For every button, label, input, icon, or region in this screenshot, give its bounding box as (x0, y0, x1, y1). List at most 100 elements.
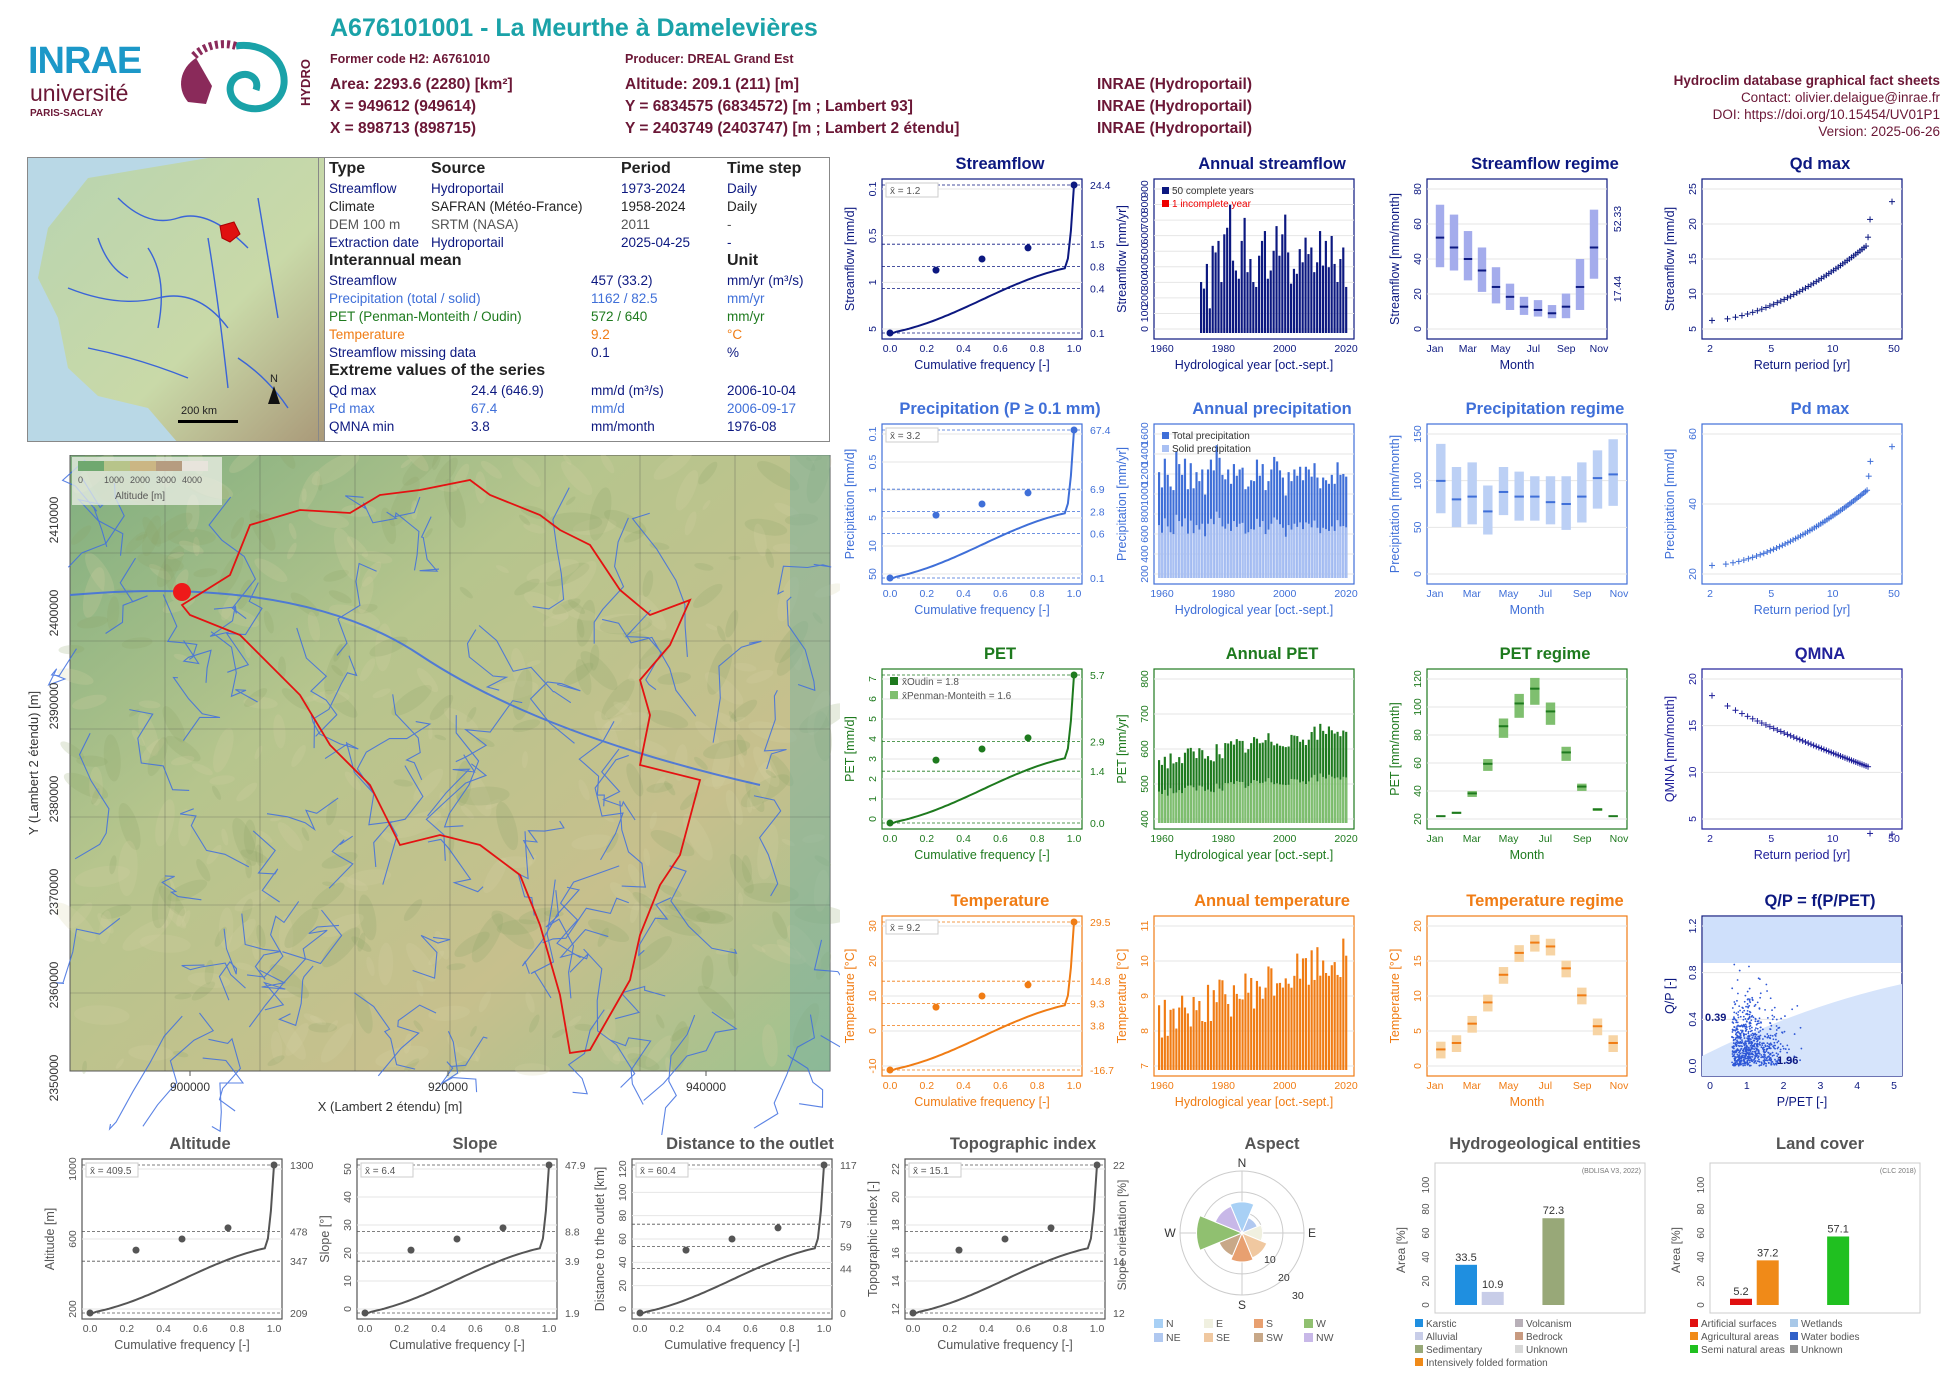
x-tick: 2000 (1273, 1080, 1297, 1092)
y-axis-label: Streamflow [mm/d] (843, 207, 857, 311)
cdf-line (90, 1164, 275, 1314)
year-bar (1244, 752, 1247, 823)
year-bar (1247, 486, 1250, 578)
y-tick: 18 (890, 1219, 902, 1231)
y-tick: -10 (867, 1058, 879, 1073)
y-tick: 300 (1139, 273, 1151, 291)
y-tick: 0 (1412, 571, 1424, 577)
year-bar (1310, 247, 1313, 333)
x-tick: 2 (1707, 588, 1713, 600)
y-tick: 400 (1139, 810, 1151, 828)
x-tick: 0.4 (956, 833, 971, 845)
quantile-point (361, 1309, 369, 1317)
year-bar (1264, 987, 1267, 1070)
y-tick: 2370000 (47, 868, 61, 915)
x-tick: 1.0 (1067, 588, 1082, 600)
year-bar (1226, 227, 1229, 333)
year-bar (1287, 252, 1290, 333)
y-tick: 20 (867, 955, 879, 967)
y-axis-label: Precipitation [mm/d] (843, 449, 857, 559)
value-label: 59 (840, 1241, 852, 1253)
month-box (1545, 476, 1556, 525)
year-bar (1163, 999, 1166, 1070)
legend-entry: Wetlands (1801, 1319, 1843, 1330)
y-axis-label: PET [mm/d] (843, 716, 857, 782)
year-bar (1169, 1009, 1172, 1070)
x-tick: 2 (1707, 343, 1713, 355)
y-tick: 12 (890, 1303, 902, 1315)
return-period-point (1740, 557, 1747, 564)
contact-link[interactable]: Contact: olivier.delaigue@inrae.fr (1740, 90, 1940, 105)
year-bar (1192, 488, 1195, 578)
year-bar (1224, 994, 1227, 1070)
y-axis-label: Precipitation [mm/yr] (1115, 447, 1129, 561)
quantile-point (1001, 1235, 1009, 1243)
y-tick: 0 (1696, 1302, 1707, 1308)
value-label: 3.9 (565, 1256, 580, 1268)
return-period-point (1787, 293, 1794, 300)
value-label: 29.5 (1090, 917, 1111, 929)
value-label: 22 (1113, 1160, 1125, 1172)
year-bar (1290, 734, 1293, 823)
y-tick: 20 (1687, 218, 1699, 230)
return-period-point (1793, 735, 1800, 742)
mean-cell: 9.2 (591, 327, 610, 342)
y-tick: 0.5 (867, 228, 879, 243)
year-bar (1307, 254, 1310, 333)
return-period-point (1815, 744, 1822, 751)
return-period-point (1790, 536, 1797, 543)
year-bar (1255, 738, 1259, 823)
return-period-point (1766, 302, 1773, 309)
paris-saclay-logo: PARIS-SACLAY (30, 108, 104, 119)
x-tick: 0.6 (993, 588, 1008, 600)
return-period-point (1732, 314, 1739, 321)
year-bar (1241, 999, 1244, 1070)
value-label: 14.8 (1090, 976, 1111, 988)
source-2: INRAE (Hydroportail) (1097, 98, 1252, 115)
x-tick: 0.6 (468, 1323, 483, 1335)
panel-dist: Distance to the outlet 0 20 40 60 80 100 120 0.0… (590, 1135, 870, 1375)
y-tick: 0 (1412, 326, 1424, 332)
month-box (1533, 300, 1543, 317)
y-tick: 5 (1687, 326, 1699, 332)
return-period-point (1790, 291, 1797, 298)
x-tick: Jan (1427, 833, 1444, 845)
y-tick: 40 (1421, 1251, 1432, 1263)
y-tick: 15 (1412, 955, 1424, 967)
page-title: A676101001 - La Meurthe à Damelevières (330, 14, 818, 42)
quantile-point (1070, 426, 1078, 434)
x-tick: 4 (1854, 1080, 1860, 1092)
y-tick: 50 (342, 1163, 354, 1175)
bar-label: 33.5 (1455, 1252, 1476, 1264)
x-tick: 1.0 (1067, 833, 1082, 845)
return-period-point (1762, 721, 1769, 728)
x-tick: 1.0 (267, 1323, 282, 1335)
y-tick: 0 (1412, 1063, 1424, 1069)
year-bar (1253, 481, 1256, 578)
return-period-point (1744, 713, 1751, 720)
table-cell: Climate (329, 199, 375, 214)
return-period-point (1787, 732, 1794, 739)
quantile-point (1024, 244, 1032, 252)
month-box (1451, 467, 1462, 528)
month-box (1467, 462, 1477, 525)
year-bar (1175, 762, 1178, 823)
aspect-sector (1196, 1214, 1244, 1252)
doi-link[interactable]: DOI: https://doi.org/10.15454/UV01P1 (1712, 107, 1940, 122)
x-tick: 1980 (1212, 833, 1236, 845)
year-bar (1166, 768, 1169, 823)
year-bar (1313, 463, 1316, 578)
year-bar (1321, 265, 1325, 333)
year-bar (1319, 975, 1322, 1070)
x-axis-label: Month (1510, 1095, 1545, 1109)
y-tick: 500 (1139, 775, 1151, 793)
year-bar (1333, 962, 1336, 1070)
x-axis-label: Return period [yr] (1754, 603, 1851, 617)
bar (1756, 1260, 1779, 1305)
year-bar (1255, 459, 1259, 578)
hydro-logo: HYDRO (298, 59, 313, 106)
year-bar (1186, 1013, 1189, 1070)
legend-tick: 4000 (182, 475, 202, 485)
value-label: 5.7 (1090, 670, 1105, 682)
outlet-marker[interactable] (173, 583, 191, 601)
